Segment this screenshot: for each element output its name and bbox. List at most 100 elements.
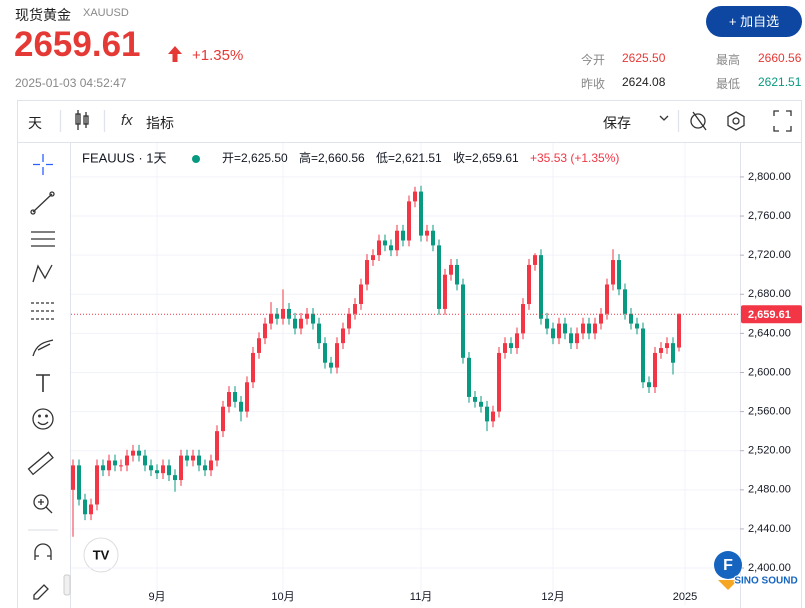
candle-body (119, 465, 123, 467)
candle-body (239, 401, 243, 412)
candle-body (209, 460, 213, 471)
candle-body (569, 333, 573, 344)
candle-body (77, 465, 81, 500)
stat-value: 2660.56 (758, 51, 802, 65)
pattern-tool[interactable] (32, 264, 53, 283)
status-dot (192, 155, 200, 163)
candle-body (359, 284, 363, 305)
candle-body (185, 455, 189, 461)
candle-body (545, 318, 549, 329)
candle-body (95, 465, 99, 505)
settings-icon[interactable] (727, 111, 745, 131)
candle-body (485, 406, 489, 422)
candle-body (173, 475, 177, 481)
candle-body (341, 328, 345, 344)
candle-body (503, 343, 507, 353)
candle-body (629, 313, 633, 324)
y-tick-label: 2,520.00 (748, 445, 791, 457)
ruler-tool[interactable] (27, 451, 54, 476)
logo-diamond (718, 580, 738, 590)
candle-body (161, 465, 165, 474)
candle-body (515, 333, 519, 349)
fullscreen-icon[interactable] (773, 110, 792, 132)
add-watchlist-button[interactable]: + 加自选 (706, 6, 802, 37)
y-tick-label: 2,480.00 (748, 484, 791, 496)
candle-body (575, 333, 579, 344)
interval-button[interactable]: 天 (28, 115, 42, 131)
candle-body (443, 274, 447, 309)
candle-body (299, 318, 303, 329)
zoom-tool[interactable] (33, 494, 49, 510)
candle-body (89, 504, 93, 515)
emoji-tool[interactable] (32, 408, 54, 430)
y-tick-label: 2,400.00 (748, 562, 791, 574)
logo-mark (714, 551, 742, 579)
price-tag (741, 305, 802, 324)
crosshair-tool[interactable] (33, 154, 53, 175)
candle-body (581, 323, 585, 334)
alert-icon[interactable] (690, 113, 706, 129)
candle-body (221, 406, 225, 432)
y-tick-label: 2,800.00 (748, 171, 791, 183)
candle-body (641, 328, 645, 383)
candle-body (287, 308, 291, 319)
candle-body (389, 245, 393, 251)
candle-body (593, 323, 597, 334)
candle-body (125, 455, 129, 466)
stat-value: 2621.51 (758, 75, 802, 89)
magnet-tool[interactable] (34, 543, 52, 560)
datetime: 2025-01-03 04:52:47 (15, 76, 127, 90)
scroll-handle[interactable] (63, 574, 71, 596)
save-caret[interactable] (659, 115, 669, 121)
candle-body (227, 392, 231, 407)
candle-body (317, 323, 321, 344)
change: +1.35% (192, 47, 244, 64)
brush-tool[interactable] (32, 339, 54, 357)
candle-body (491, 411, 495, 422)
candle-body (671, 343, 675, 363)
candle-body (623, 289, 627, 314)
candle-body (149, 465, 153, 471)
indicators-button[interactable]: 指标 (146, 115, 174, 131)
projection-tool[interactable] (31, 302, 55, 320)
logo: F SINO SOUND (714, 551, 799, 590)
candle-body (509, 343, 513, 349)
fx-icon[interactable]: fx (121, 112, 133, 129)
candle-body (557, 323, 561, 339)
candle-body (107, 460, 111, 471)
candle-body (275, 313, 279, 319)
candle-body (293, 318, 297, 329)
candle-body (653, 352, 657, 388)
candle-body (425, 230, 429, 236)
x-tick-label: 11月 (410, 591, 432, 603)
candle-body (377, 240, 381, 256)
candle-body (101, 465, 105, 471)
candle-body (587, 323, 591, 334)
candle-body (419, 191, 423, 236)
candle-body (137, 450, 141, 456)
y-tick-label: 2,680.00 (748, 288, 791, 300)
plot: 2,400.00 2,440.00 2,480.00 2,520.00 2,560.00… (71, 143, 802, 605)
text-tool[interactable] (36, 374, 50, 392)
lock-tool[interactable] (33, 584, 49, 600)
candle-body (371, 255, 375, 261)
x-tick-label: 9月 (148, 591, 165, 603)
candle-body (521, 304, 525, 334)
candle-body (233, 392, 237, 402)
y-tick-label: 2,640.00 (748, 327, 791, 339)
y-tick-label: 2,600.00 (748, 366, 791, 378)
legend-value: 高=2,660.56 (299, 150, 365, 165)
legend-value: +35.53 (+1.35%) (530, 151, 619, 165)
toolbar-icons: fx (59, 110, 792, 132)
panel-border (17, 100, 802, 608)
save-button[interactable]: 保存 (603, 115, 631, 131)
line-tool[interactable] (32, 193, 53, 213)
candle-body (431, 230, 435, 246)
fib-tool[interactable] (31, 231, 55, 247)
candle-body (539, 255, 543, 319)
candle-body (383, 240, 387, 246)
candle-body (605, 284, 609, 314)
candle-body (245, 382, 249, 412)
candle-body (563, 323, 567, 334)
